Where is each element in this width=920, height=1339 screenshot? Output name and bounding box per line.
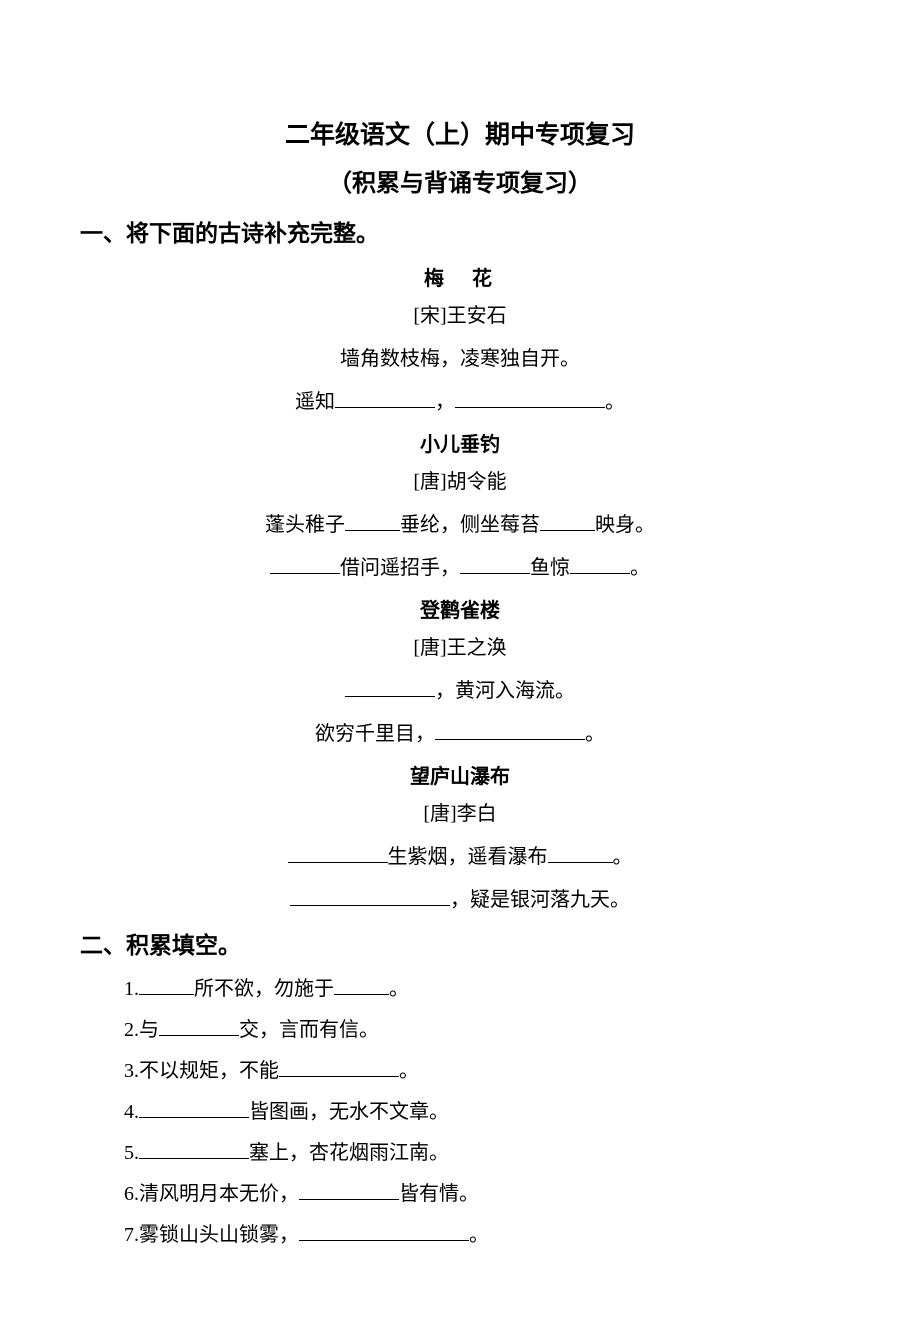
item-number: 1. xyxy=(124,978,139,1000)
item-text: 不以规矩，不能 xyxy=(139,1060,279,1082)
poem-text: ，黄河入海流。 xyxy=(435,680,575,702)
blank xyxy=(139,974,194,995)
poem-2-author: [唐]胡令能 xyxy=(80,465,840,494)
blank xyxy=(290,885,450,906)
item-number: 3. xyxy=(124,1060,139,1082)
item-text: 清风明月本无价， xyxy=(139,1183,299,1205)
fill-item-5: 5. 塞上，杏花烟雨江南。 xyxy=(80,1136,840,1165)
blank xyxy=(435,719,585,740)
blank xyxy=(345,510,400,531)
poem-4-author: [唐]李白 xyxy=(80,797,840,826)
blank xyxy=(335,387,435,408)
poem-2-line-2: 借问遥招手， 鱼惊 。 xyxy=(80,551,840,580)
poem-text: 。 xyxy=(585,723,605,745)
poem-2-title: 小儿垂钓 xyxy=(80,428,840,457)
fill-item-7: 7.雾锁山头山锁雾， 。 xyxy=(80,1218,840,1247)
blank xyxy=(299,1179,399,1200)
poem-1-title: 梅 花 xyxy=(80,262,840,291)
item-text: 交，言而有信。 xyxy=(239,1019,379,1041)
poem-4-line-2: ，疑是银河落九天。 xyxy=(80,883,840,912)
item-text: 皆有情。 xyxy=(399,1183,479,1205)
fill-item-4: 4. 皆图画，无水不文章。 xyxy=(80,1095,840,1124)
fill-item-6: 6.清风明月本无价， 皆有情。 xyxy=(80,1177,840,1206)
poem-3-author: [唐]王之涣 xyxy=(80,631,840,660)
item-number: 4. xyxy=(124,1101,139,1123)
item-text: 塞上，杏花烟雨江南。 xyxy=(249,1142,449,1164)
item-text: 所不欲，勿施于 xyxy=(194,978,334,1000)
item-text: 雾锁山头山锁雾， xyxy=(139,1224,299,1246)
blank xyxy=(279,1056,399,1077)
item-text: 。 xyxy=(389,978,409,1000)
poem-text: 生紫烟，遥看瀑布 xyxy=(388,846,548,868)
main-title: 二年级语文（上）期中专项复习 xyxy=(80,115,840,151)
blank xyxy=(548,842,613,863)
poem-text: 。 xyxy=(630,557,650,579)
fill-item-2: 2.与 交，言而有信。 xyxy=(80,1013,840,1042)
item-text: 。 xyxy=(469,1224,489,1246)
poem-text: 垂纶，侧坐莓苔 xyxy=(400,514,540,536)
poem-text: 。 xyxy=(613,846,633,868)
poem-text: 欲穷千里目， xyxy=(315,723,435,745)
poem-3-line-1: ，黄河入海流。 xyxy=(80,674,840,703)
blank xyxy=(460,553,530,574)
item-number: 7. xyxy=(124,1224,139,1246)
poem-2-line-1: 蓬头稚子 垂纶，侧坐莓苔 映身。 xyxy=(80,508,840,537)
item-number: 2. xyxy=(124,1019,139,1041)
poem-3-title: 登鹳雀楼 xyxy=(80,594,840,623)
blank xyxy=(299,1220,469,1241)
item-number: 5. xyxy=(124,1142,139,1164)
item-text: 。 xyxy=(399,1060,419,1082)
poem-1-line-2: 遥知 ， 。 xyxy=(80,385,840,414)
poem-4-title: 望庐山瀑布 xyxy=(80,760,840,789)
poem-text: 蓬头稚子 xyxy=(265,514,345,536)
item-number: 6. xyxy=(124,1183,139,1205)
blank xyxy=(345,676,435,697)
blank xyxy=(334,974,389,995)
section-1-heading: 一、将下面的古诗补充完整。 xyxy=(80,214,840,248)
poem-text: ， xyxy=(435,391,455,413)
poem-text: 鱼惊 xyxy=(530,557,570,579)
fill-item-3: 3.不以规矩，不能 。 xyxy=(80,1054,840,1083)
section-2-heading: 二、积累填空。 xyxy=(80,926,840,960)
poem-text: ，疑是银河落九天。 xyxy=(450,889,630,911)
poem-text: 遥知 xyxy=(295,391,335,413)
poem-text: 映身。 xyxy=(595,514,655,536)
blank xyxy=(570,553,630,574)
poem-4-line-1: 生紫烟，遥看瀑布 。 xyxy=(80,840,840,869)
poem-1-line-1: 墙角数枝梅，凌寒独自开。 xyxy=(80,342,840,371)
poem-1-author: [宋]王安石 xyxy=(80,299,840,328)
blank xyxy=(270,553,340,574)
blank xyxy=(139,1097,249,1118)
blank xyxy=(288,842,388,863)
poem-text: 借问遥招手， xyxy=(340,557,460,579)
sub-title: （积累与背诵专项复习） xyxy=(80,163,840,198)
blank xyxy=(540,510,595,531)
item-text: 皆图画，无水不文章。 xyxy=(249,1101,449,1123)
item-text: 与 xyxy=(139,1019,159,1041)
fill-item-1: 1. 所不欲，勿施于 。 xyxy=(80,972,840,1001)
blank xyxy=(159,1015,239,1036)
poem-3-line-2: 欲穷千里目， 。 xyxy=(80,717,840,746)
blank xyxy=(139,1138,249,1159)
blank xyxy=(455,387,605,408)
poem-text: 。 xyxy=(605,391,625,413)
